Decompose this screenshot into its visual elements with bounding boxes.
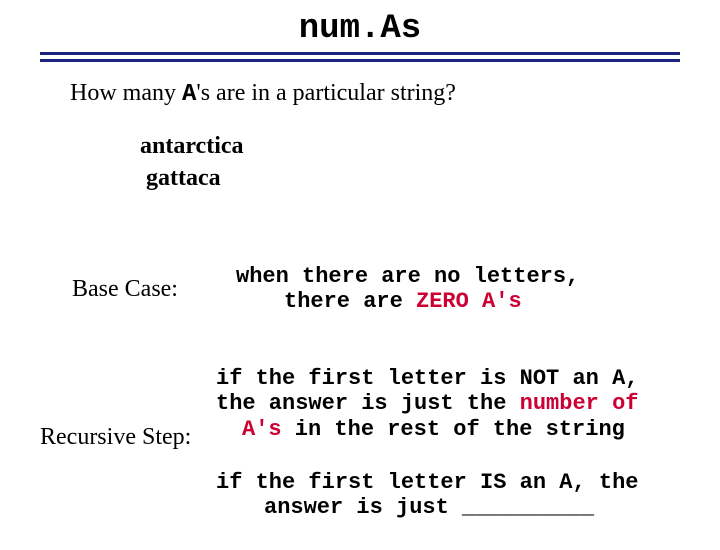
question-prefix: How many: [70, 80, 182, 106]
example-1: antarctica: [140, 130, 720, 162]
rec2-l1-b: an: [506, 470, 559, 495]
rec1-l1-a: if the first letter is: [216, 366, 520, 391]
rec2-l1-IS: IS: [480, 470, 506, 495]
base-line2: there are ZERO A's: [236, 289, 579, 314]
rec1-line3: A's in the rest of the string: [216, 417, 638, 442]
slide-title: num.As: [0, 10, 720, 48]
question-mono-A: A: [182, 81, 196, 108]
question-suffix: 's are in a particular string?: [196, 80, 456, 106]
rec1-l1-c: ,: [625, 366, 638, 391]
base-line1: when there are no letters,: [236, 264, 579, 289]
rec1-l1-b: an: [559, 366, 612, 391]
rec1-l2-accent: number of: [520, 391, 639, 416]
recursive-step-label: Recursive Step:: [40, 424, 191, 451]
base-line2-accent: ZERO A's: [416, 289, 522, 314]
base-line2-prefix: there are: [284, 289, 416, 314]
rec2-l1-a: if the first letter: [216, 470, 480, 495]
recursive-block-1: if the first letter is NOT an A, the ans…: [216, 366, 638, 442]
question-line: How many A's are in a particular string?: [70, 80, 720, 108]
rec1-l1-A: A: [612, 366, 625, 391]
title-rule: [40, 52, 680, 62]
rec1-line1: if the first letter is NOT an A,: [216, 366, 638, 391]
recursive-block-2: if the first letter IS an A, the answer …: [216, 470, 638, 521]
rec1-l3-accent: A's: [242, 417, 282, 442]
rec1-l2-a: the answer is just the: [216, 391, 520, 416]
rec1-l1-not: NOT: [520, 366, 560, 391]
base-case-label: Base Case:: [72, 276, 178, 303]
rec1-line2: the answer is just the number of: [216, 391, 638, 416]
rec2-line1: if the first letter IS an A, the: [216, 470, 638, 495]
example-2: gattaca: [146, 162, 720, 194]
example-strings: antarctica gattaca: [140, 130, 720, 195]
rec1-l3-b: in the rest of the string: [282, 417, 625, 442]
rec2-line2: answer is just __________: [216, 495, 638, 520]
base-case-text: when there are no letters, there are ZER…: [236, 264, 579, 315]
rec2-l1-c: , the: [572, 470, 638, 495]
rule-bottom: [40, 59, 680, 62]
rec2-l1-A: A: [559, 470, 572, 495]
